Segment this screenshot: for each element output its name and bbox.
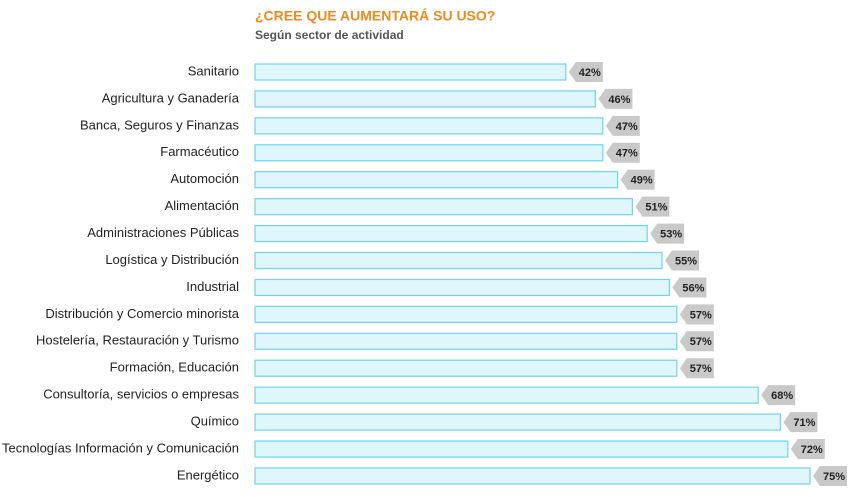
bar [254,359,678,377]
value-label: 42% [579,67,601,79]
category-label: Formación, Educación [110,360,239,375]
value-tag [672,277,707,298]
value-label: 53% [660,228,682,240]
category-label: Agricultura y Ganadería [102,90,240,105]
bar [254,332,678,350]
value-label: 57% [690,363,712,375]
value-label: 57% [690,309,712,321]
category-label: Hostelería, Restauración y Turismo [36,333,239,348]
value-label: 56% [682,282,704,294]
category-label: Tecnologías Información y Comunicación [2,440,239,455]
value-label: 46% [608,94,630,106]
value-tag [635,196,670,217]
category-label: Alimentación [165,198,239,213]
category-label: Administraciones Públicas [87,225,239,240]
bar [254,63,567,81]
value-tag [813,465,847,486]
value-label: 71% [793,417,815,429]
category-label: Energético [177,467,239,482]
bar [254,413,782,431]
bar [254,144,604,162]
category-label: Químico [191,414,239,429]
bar [254,440,789,458]
value-label: 47% [616,121,638,133]
bar [254,278,670,297]
bar [254,251,663,270]
value-tag [761,385,796,406]
category-label: Automoción [170,171,239,186]
value-tag [665,250,699,271]
value-tag [783,412,818,433]
value-tag [679,331,714,352]
category-label: Farmacéutico [160,144,239,159]
category-label: Industrial [186,279,239,294]
chart-subtitle: Según sector de actividad [255,28,404,42]
value-label: 72% [801,444,823,456]
bar [254,117,604,135]
value-tag [650,223,685,244]
value-tag [679,304,714,325]
value-label: 55% [675,255,697,267]
category-label: Logística y Distribución [105,252,239,267]
bar [254,224,648,243]
value-tag [598,88,633,109]
category-label: Consultoría, servicios o empresas [43,387,239,402]
bar [254,305,678,323]
bar [254,467,811,485]
value-label: 68% [771,390,793,402]
value-tag [679,358,714,379]
category-label: Banca, Seguros y Finanzas [80,117,239,132]
value-label: 75% [823,471,845,483]
value-tag [605,142,640,163]
bar [254,386,759,404]
value-tag [620,169,655,190]
value-label: 49% [631,175,653,187]
bar [254,198,633,216]
bar [254,90,596,108]
category-label: Sanitario [188,63,239,78]
bar [254,171,619,189]
value-label: 47% [616,148,638,160]
category-label: Distribución y Comercio minorista [45,306,239,321]
value-label: 57% [690,336,712,348]
chart-title: ¿CREE QUE AUMENTARÁ SU USO? [255,8,495,24]
value-tag [568,62,603,82]
value-tag [790,439,825,460]
value-label: 51% [645,202,667,214]
value-tag [605,115,640,136]
